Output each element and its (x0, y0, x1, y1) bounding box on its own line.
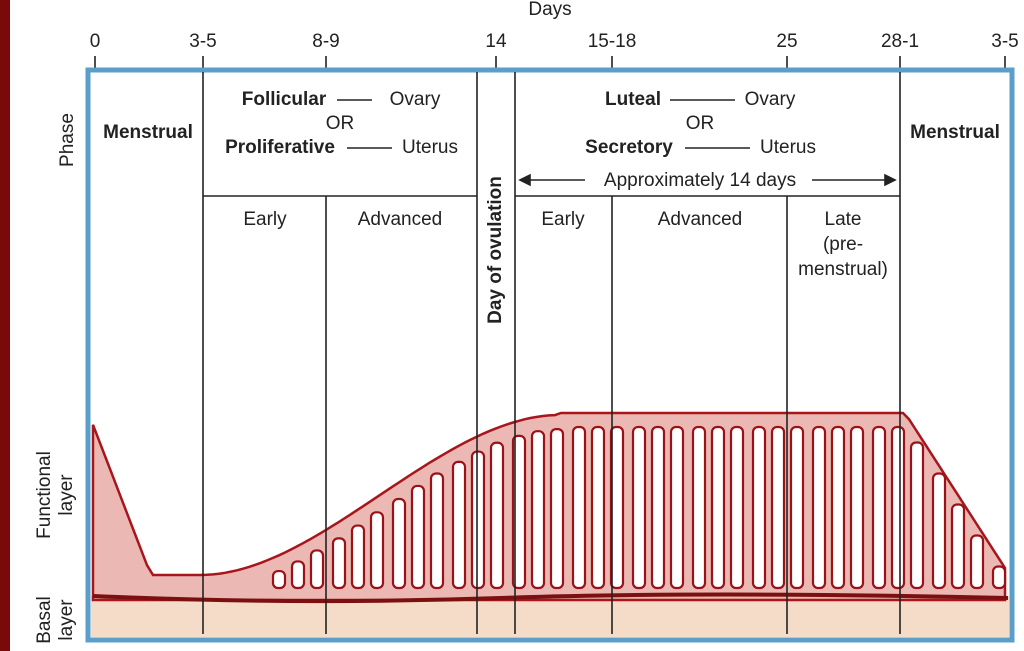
days-title: Days (528, 0, 571, 20)
phase-name: Secretory (585, 137, 673, 158)
functional-label: layer (56, 474, 77, 516)
subphase: Advanced (658, 209, 743, 230)
day-tick-label: 0 (90, 31, 101, 52)
phase-name: Proliferative (225, 137, 335, 158)
phase-name: Menstrual (910, 122, 1000, 143)
gland (573, 427, 585, 588)
gland (851, 427, 863, 588)
page: Days 0 3-5 8-9 14 15-18 25 28-1 3-5 Phase Funct… (0, 0, 1024, 651)
gland (772, 427, 784, 588)
organ: Uterus (760, 137, 816, 158)
gland (273, 571, 285, 588)
day-tick-label: 25 (776, 31, 797, 52)
gland (873, 427, 885, 588)
phase-name: Menstrual (103, 122, 193, 143)
gland (731, 427, 743, 588)
basal-label: layer (56, 599, 77, 641)
day-tick-label: 8-9 (312, 31, 339, 52)
gland (652, 427, 664, 588)
functional-label: Functional (34, 451, 55, 539)
day-tick-label: 3-5 (189, 31, 216, 52)
gland (333, 538, 345, 588)
gland (971, 536, 983, 589)
gland (393, 499, 405, 588)
gland (813, 427, 825, 588)
gland (993, 567, 1005, 589)
basal-label: Basal (34, 596, 55, 644)
day-tick-label: 15-18 (588, 31, 637, 52)
gland (712, 427, 724, 588)
diagram: Days 0 3-5 8-9 14 15-18 25 28-1 3-5 Phase Funct… (0, 0, 1024, 651)
gland (431, 473, 443, 588)
organ: Uterus (402, 137, 458, 158)
gland (693, 427, 705, 588)
phase-name: Luteal (605, 89, 661, 110)
gland (952, 505, 964, 589)
gland (911, 443, 923, 589)
or: OR (326, 113, 355, 134)
gland (453, 462, 465, 588)
phase-label: Phase (57, 113, 78, 167)
organ: Ovary (745, 89, 796, 110)
ovulation: Day of ovulation (485, 176, 506, 324)
subphase: Advanced (358, 209, 443, 230)
gland (832, 427, 844, 588)
gland (791, 427, 803, 588)
subphase: Early (243, 209, 287, 230)
subphase: menstrual) (798, 259, 888, 280)
or: OR (686, 113, 715, 134)
subphase: Late (825, 209, 862, 230)
gland (412, 486, 424, 588)
gland (671, 427, 683, 588)
gland (311, 550, 323, 588)
phase-name: Follicular (242, 89, 327, 110)
gland (472, 452, 484, 588)
gland (292, 561, 304, 588)
duration: Approximately 14 days (604, 170, 796, 191)
day-tick-label: 3-5 (991, 31, 1018, 52)
gland (933, 474, 945, 589)
gland (532, 431, 544, 588)
day-tick-label: 28-1 (881, 31, 919, 52)
gland (352, 526, 364, 588)
gland (633, 427, 645, 588)
subphase: Early (541, 209, 585, 230)
gland (753, 427, 765, 588)
organ: Ovary (390, 89, 441, 110)
gland (491, 443, 503, 588)
gland (892, 427, 904, 588)
gland (592, 427, 604, 588)
gland (371, 512, 383, 588)
subphase: (pre- (823, 234, 863, 255)
gland (551, 429, 563, 588)
day-tick-label: 14 (485, 31, 507, 52)
